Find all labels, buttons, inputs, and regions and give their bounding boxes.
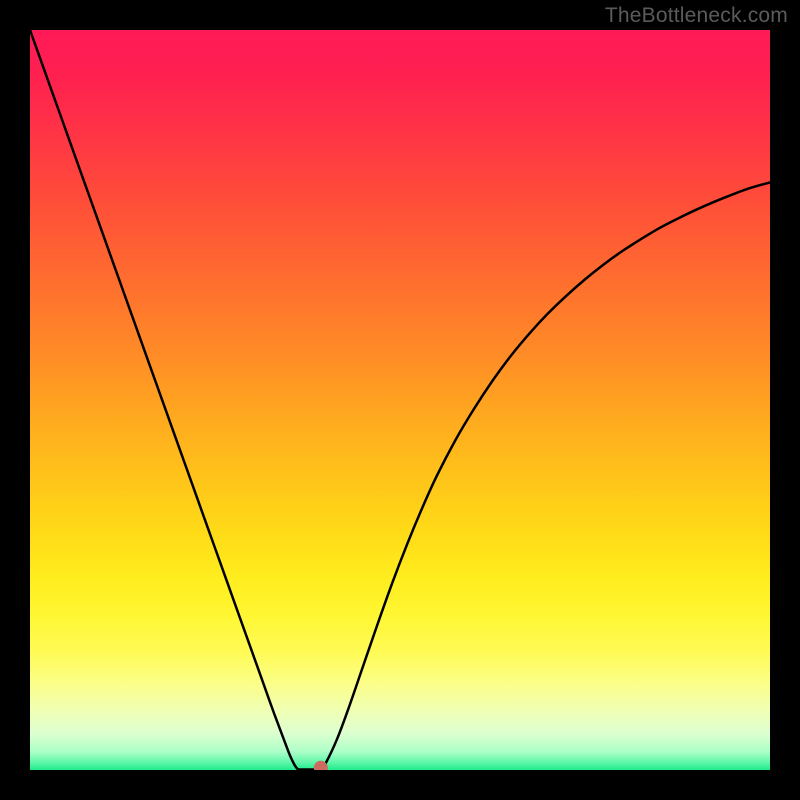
optimal-point-marker xyxy=(314,761,327,770)
bottleneck-curve xyxy=(30,30,770,770)
curve-line xyxy=(30,30,770,769)
plot-area xyxy=(30,30,770,770)
watermark-text: TheBottleneck.com xyxy=(605,4,788,28)
